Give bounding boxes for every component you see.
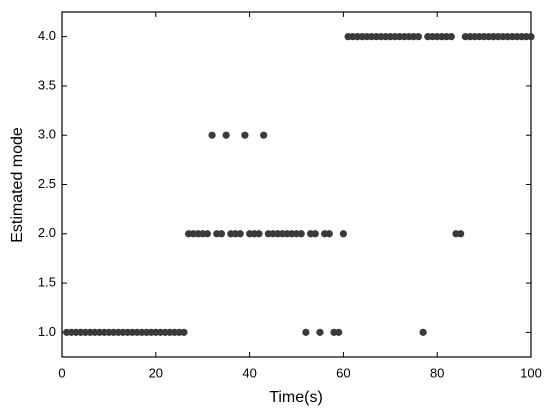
point xyxy=(527,33,535,41)
point xyxy=(457,230,465,238)
y-tick-label: 1.5 xyxy=(38,275,56,290)
x-tick-label: 20 xyxy=(149,365,163,380)
point xyxy=(335,328,343,336)
point xyxy=(255,230,263,238)
x-tick-label: 100 xyxy=(520,365,542,380)
y-tick-label: 3.0 xyxy=(38,127,56,142)
point xyxy=(447,33,455,41)
y-tick-label: 2.0 xyxy=(38,225,56,240)
x-tick-label: 80 xyxy=(430,365,444,380)
y-axis-title: Estimated mode xyxy=(9,127,26,243)
y-tick-label: 1.0 xyxy=(38,324,56,339)
point xyxy=(260,131,268,139)
point xyxy=(302,328,310,336)
y-tick-label: 3.5 xyxy=(38,77,56,92)
point xyxy=(339,230,347,238)
point xyxy=(180,328,188,336)
y-tick-label: 4.0 xyxy=(38,28,56,43)
x-tick-label: 40 xyxy=(242,365,256,380)
point xyxy=(419,328,427,336)
point xyxy=(297,230,305,238)
point xyxy=(208,131,216,139)
x-tick-label: 60 xyxy=(336,365,350,380)
plot-frame xyxy=(61,11,532,358)
point xyxy=(217,230,226,238)
point xyxy=(414,33,423,41)
point xyxy=(236,230,244,238)
point xyxy=(203,230,211,238)
y-tick-label: 2.5 xyxy=(38,176,56,191)
point xyxy=(241,131,249,139)
x-axis-title: Time(s) xyxy=(269,389,323,406)
point xyxy=(222,131,230,139)
x-tick-label: 0 xyxy=(58,365,65,380)
point xyxy=(316,328,324,336)
point xyxy=(325,230,333,238)
point xyxy=(311,230,319,238)
